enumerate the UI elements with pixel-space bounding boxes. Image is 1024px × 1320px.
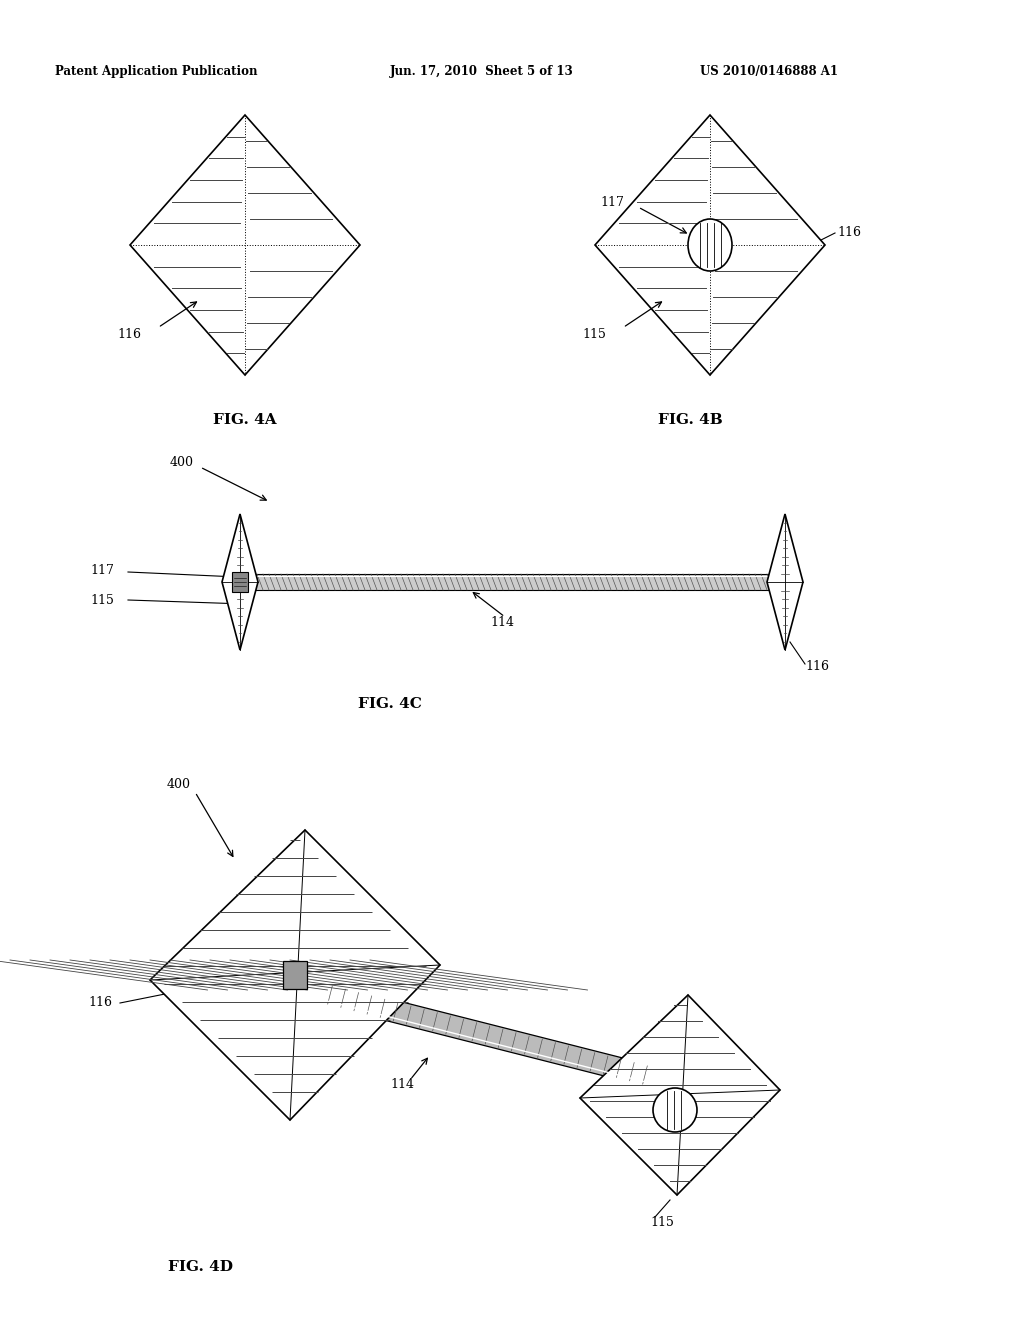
Text: 114: 114 — [490, 615, 514, 628]
Text: 117: 117 — [600, 197, 624, 210]
Polygon shape — [767, 513, 803, 649]
Text: 117: 117 — [90, 564, 114, 577]
Text: 116: 116 — [837, 227, 861, 239]
Text: US 2010/0146888 A1: US 2010/0146888 A1 — [700, 66, 838, 78]
Text: FIG. 4D: FIG. 4D — [168, 1261, 232, 1274]
Text: 115: 115 — [90, 594, 114, 606]
Text: 115: 115 — [582, 329, 606, 341]
Text: FIG. 4C: FIG. 4C — [358, 697, 422, 711]
Text: 400: 400 — [170, 455, 194, 469]
Text: Patent Application Publication: Patent Application Publication — [55, 66, 257, 78]
Text: 116: 116 — [805, 660, 829, 673]
Polygon shape — [580, 995, 780, 1195]
Ellipse shape — [688, 219, 732, 271]
Text: Jun. 17, 2010  Sheet 5 of 13: Jun. 17, 2010 Sheet 5 of 13 — [390, 66, 573, 78]
Bar — [232, 572, 248, 591]
Polygon shape — [222, 513, 258, 649]
Text: 116: 116 — [88, 997, 112, 1010]
Polygon shape — [150, 830, 440, 1119]
Bar — [255, 574, 770, 590]
Bar — [283, 961, 307, 989]
Text: 114: 114 — [390, 1078, 414, 1092]
Polygon shape — [595, 115, 825, 375]
Text: 116: 116 — [117, 329, 141, 341]
Polygon shape — [130, 115, 360, 375]
Text: FIG. 4B: FIG. 4B — [657, 413, 722, 426]
Text: 115: 115 — [650, 1217, 674, 1229]
Circle shape — [653, 1088, 697, 1133]
Polygon shape — [328, 985, 648, 1085]
Text: FIG. 4A: FIG. 4A — [213, 413, 276, 426]
Text: 400: 400 — [167, 779, 191, 792]
